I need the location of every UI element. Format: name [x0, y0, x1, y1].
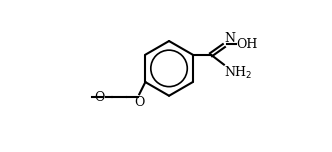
- Text: NH$_2$: NH$_2$: [224, 65, 253, 81]
- Text: O: O: [94, 91, 104, 104]
- Text: OH: OH: [236, 38, 258, 51]
- Text: O: O: [134, 96, 144, 109]
- Text: N: N: [225, 32, 236, 45]
